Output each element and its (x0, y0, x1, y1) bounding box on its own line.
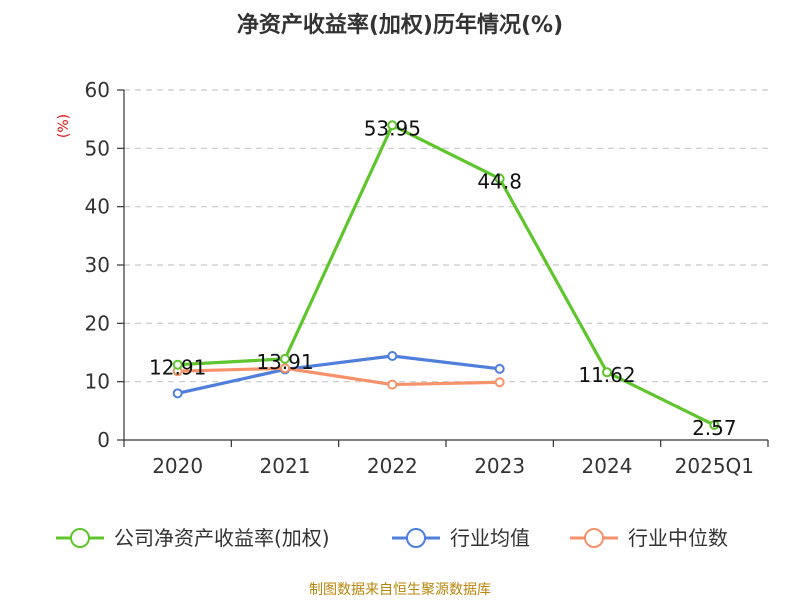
data-point (172, 359, 183, 370)
series-line (177, 123, 716, 427)
chart-title: 净资产收益率(加权)历年情况(%) (237, 12, 563, 38)
legend-label: 行业中位数 (628, 526, 728, 550)
x-tick-label: 2021 (260, 454, 311, 478)
x-tick-label: 2025Q1 (675, 454, 754, 478)
data-point (602, 367, 612, 378)
data-labels: 12.91 13.91 53.95 44.8 11.62 2.57 (149, 116, 737, 440)
gridlines (124, 89, 768, 383)
y-tick-label: 10 (85, 370, 110, 394)
data-label: 53.95 (364, 116, 421, 140)
legend-label: 公司净资产收益率(加权) (114, 526, 330, 550)
y-axis-label: (%) (56, 114, 72, 138)
data-point (172, 388, 183, 399)
data-point (387, 120, 398, 131)
data-point (387, 351, 398, 361)
legend: 公司净资产收益率(加权) 行业均值 行业中位数 (56, 526, 728, 550)
y-tick-label: 50 (85, 136, 110, 160)
x-tick-label: 2020 (152, 454, 203, 478)
y-tick-label: 30 (85, 253, 110, 277)
data-label: 12.91 (149, 356, 206, 380)
series-line (177, 354, 500, 395)
data-label: 2.57 (692, 416, 737, 440)
legend-marker (406, 528, 426, 548)
data-point (494, 377, 505, 388)
legend-marker (70, 528, 90, 548)
y-tick-label: 60 (85, 78, 110, 102)
x-tick-label: 2022 (367, 454, 418, 478)
source-footer: 制图数据来自恒生聚源数据库 (309, 582, 491, 598)
data-point (494, 173, 505, 184)
data-label: 13.91 (256, 350, 313, 374)
data-label: 11.62 (578, 363, 635, 387)
data-point (709, 420, 720, 431)
data-point (494, 363, 505, 374)
y-tick-label: 20 (85, 311, 110, 335)
data-point (280, 353, 290, 364)
legend-marker (584, 528, 604, 548)
legend-label: 行业均值 (450, 526, 530, 550)
series-group (172, 120, 720, 431)
data-point (280, 363, 290, 374)
y-tick-label: 40 (85, 195, 110, 219)
data-label: 44.8 (477, 170, 522, 194)
data-point (387, 379, 398, 390)
x-tick-label: 2024 (582, 454, 633, 478)
axes: 0 10 20 30 40 50 60 2020 2021 2022 2023 2024 2025Q1 (85, 78, 769, 478)
y-tick-label: 0 (97, 428, 110, 452)
series-line (177, 366, 500, 387)
x-tick-label: 2023 (474, 454, 525, 478)
